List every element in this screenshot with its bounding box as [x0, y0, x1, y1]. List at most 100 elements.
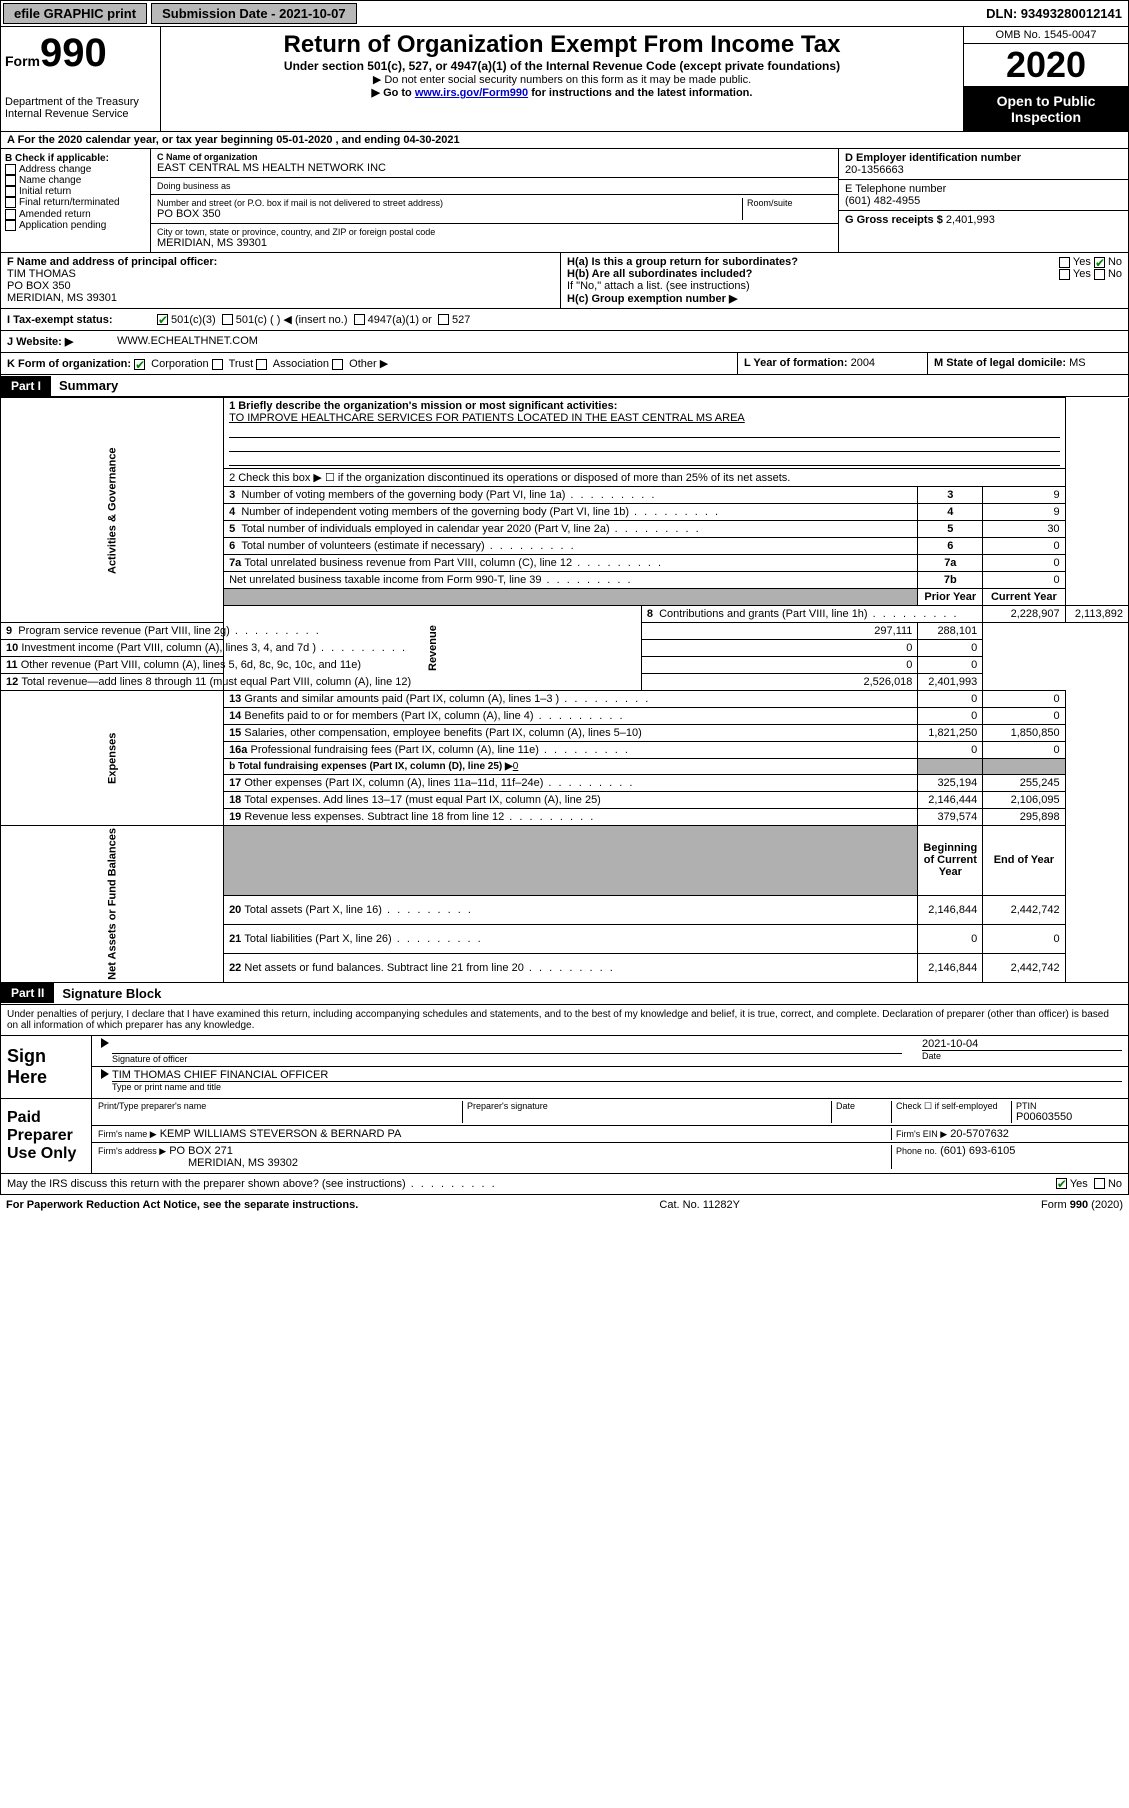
dln-label: DLN: 93493280012141	[986, 6, 1128, 21]
form-page-no: Form 990 (2020)	[1041, 1199, 1123, 1211]
discuss-no-cb[interactable]	[1094, 1178, 1105, 1189]
r12-n: 12	[6, 676, 18, 688]
section-exp: Expenses	[1, 691, 224, 826]
prep-sig-label: Preparer's signature	[467, 1101, 827, 1111]
e16a-cur: 0	[983, 742, 1065, 759]
e13-n: 13	[229, 693, 241, 705]
n21-label: Total liabilities (Part X, line 26)	[244, 933, 482, 945]
fh-row: F Name and address of principal officer:…	[0, 253, 1129, 309]
l7a-label: Total unrelated business revenue from Pa…	[244, 557, 663, 569]
cb-label-2: Initial return	[19, 186, 71, 197]
n22-prior: 2,146,844	[918, 953, 983, 982]
e18-n: 18	[229, 794, 241, 806]
l3-label: Number of voting members of the governin…	[241, 489, 656, 501]
cb-amended[interactable]	[5, 209, 16, 220]
cb-527[interactable]	[438, 314, 449, 325]
part2-badge: Part II	[1, 983, 54, 1003]
firm-name: KEMP WILLIAMS STEVERSON & BERNARD PA	[160, 1128, 402, 1140]
e19-label: Revenue less expenses. Subtract line 18 …	[244, 811, 595, 823]
cb-501c3[interactable]	[157, 314, 168, 325]
hb-row: H(b) Are all subordinates included? Yes …	[567, 268, 1122, 280]
r8-cur: 2,113,892	[1065, 606, 1128, 623]
officer-name: TIM THOMAS	[7, 268, 554, 280]
cb-4947[interactable]	[354, 314, 365, 325]
hb-yes-cb[interactable]	[1059, 269, 1070, 280]
r9-cur: 288,101	[918, 623, 983, 640]
form-number: Form990	[5, 31, 156, 76]
r8-label: Contributions and grants (Part VIII, lin…	[659, 608, 959, 620]
perjury-text: Under penalties of perjury, I declare th…	[0, 1005, 1129, 1036]
cb-assoc[interactable]	[256, 359, 267, 370]
e17-prior: 325,194	[918, 775, 983, 792]
arrow-icon-2	[101, 1069, 109, 1079]
officer-addr2: MERIDIAN, MS 39301	[7, 292, 554, 304]
opt-501c: 501(c) ( ) ◀ (insert no.)	[236, 313, 348, 326]
e14-n: 14	[229, 710, 241, 722]
submission-date-button[interactable]: Submission Date - 2021-10-07	[151, 3, 357, 24]
cb-final-return[interactable]	[5, 197, 16, 208]
ha-yes: Yes	[1073, 256, 1091, 268]
cb-trust[interactable]	[212, 359, 223, 370]
k-corp: Corporation	[151, 358, 208, 370]
e15-label: Salaries, other compensation, employee b…	[244, 727, 641, 739]
cb-label-4: Amended return	[19, 209, 91, 220]
n20-cur: 2,442,742	[983, 895, 1065, 924]
l6-n: 6	[229, 540, 235, 552]
n21-n: 21	[229, 933, 241, 945]
e16a-n: 16a	[229, 744, 247, 756]
discuss-yes-cb[interactable]	[1056, 1178, 1067, 1189]
e18-cur: 2,106,095	[983, 792, 1065, 809]
l4-box: 4	[918, 504, 983, 521]
sign-here-block: Sign Here Signature of officer 2021-10-0…	[0, 1036, 1129, 1099]
city-label: City or town, state or province, country…	[157, 227, 832, 237]
dept-label: Department of the Treasury	[5, 96, 156, 108]
l7a-box: 7a	[918, 555, 983, 572]
r8-prior: 2,228,907	[983, 606, 1065, 623]
ha-yes-cb[interactable]	[1059, 257, 1070, 268]
cb-app-pending[interactable]	[5, 220, 16, 231]
ha-label: H(a) Is this a group return for subordin…	[567, 256, 798, 268]
box-b: B Check if applicable: Address change Na…	[1, 149, 151, 252]
check-self: Check ☐ if self-employed	[896, 1101, 1007, 1112]
officer-name-line: TIM THOMAS CHIEF FINANCIAL OFFICER	[112, 1069, 1122, 1082]
hb-no-cb[interactable]	[1094, 269, 1105, 280]
r12-cur: 2,401,993	[918, 674, 983, 691]
part1-title: Summary	[51, 375, 126, 396]
efile-print-button[interactable]: efile GRAPHIC print	[3, 3, 147, 24]
opt-501c3: 501(c)(3)	[171, 314, 216, 326]
ha-no-cb[interactable]	[1094, 257, 1105, 268]
e16b-val: 0	[513, 761, 519, 772]
form-note2: ▶ Go to www.irs.gov/Form990 for instruct…	[165, 86, 959, 99]
cb-label-5: Application pending	[19, 220, 106, 231]
l1-value: TO IMPROVE HEALTHCARE SERVICES FOR PATIE…	[229, 412, 1060, 424]
cb-501c[interactable]	[222, 314, 233, 325]
ein-label: D Employer identification number	[845, 152, 1122, 164]
hb-label: H(b) Are all subordinates included?	[567, 268, 752, 280]
cb-label-0: Address change	[19, 164, 91, 175]
addr-value: PO BOX 350	[157, 208, 742, 220]
cb-address-change[interactable]	[5, 164, 16, 175]
arrow-icon	[101, 1038, 109, 1048]
form990-link[interactable]: www.irs.gov/Form990	[415, 87, 528, 99]
cat-no: Cat. No. 11282Y	[659, 1199, 740, 1211]
cb-initial-return[interactable]	[5, 186, 16, 197]
m-value: MS	[1069, 357, 1086, 369]
l4-val: 9	[983, 504, 1065, 521]
firm-addr1: PO BOX 271	[169, 1145, 233, 1157]
phone-label: E Telephone number	[845, 183, 1122, 195]
l4-n: 4	[229, 506, 235, 518]
n20-n: 20	[229, 904, 241, 916]
ptin-label: PTIN	[1016, 1101, 1118, 1111]
n20-label: Total assets (Part X, line 16)	[244, 904, 473, 916]
cb-corp[interactable]	[134, 359, 145, 370]
hdr-eoy: End of Year	[983, 826, 1065, 896]
n20-prior: 2,146,844	[918, 895, 983, 924]
r10-n: 10	[6, 642, 18, 654]
city-value: MERIDIAN, MS 39301	[157, 237, 832, 249]
header-info-block: B Check if applicable: Address change Na…	[0, 149, 1129, 253]
e19-prior: 379,574	[918, 809, 983, 826]
l-value: 2004	[851, 357, 875, 369]
cb-name-change[interactable]	[5, 175, 16, 186]
cb-other[interactable]	[332, 359, 343, 370]
form-header: Form990 Department of the Treasury Inter…	[0, 27, 1129, 132]
